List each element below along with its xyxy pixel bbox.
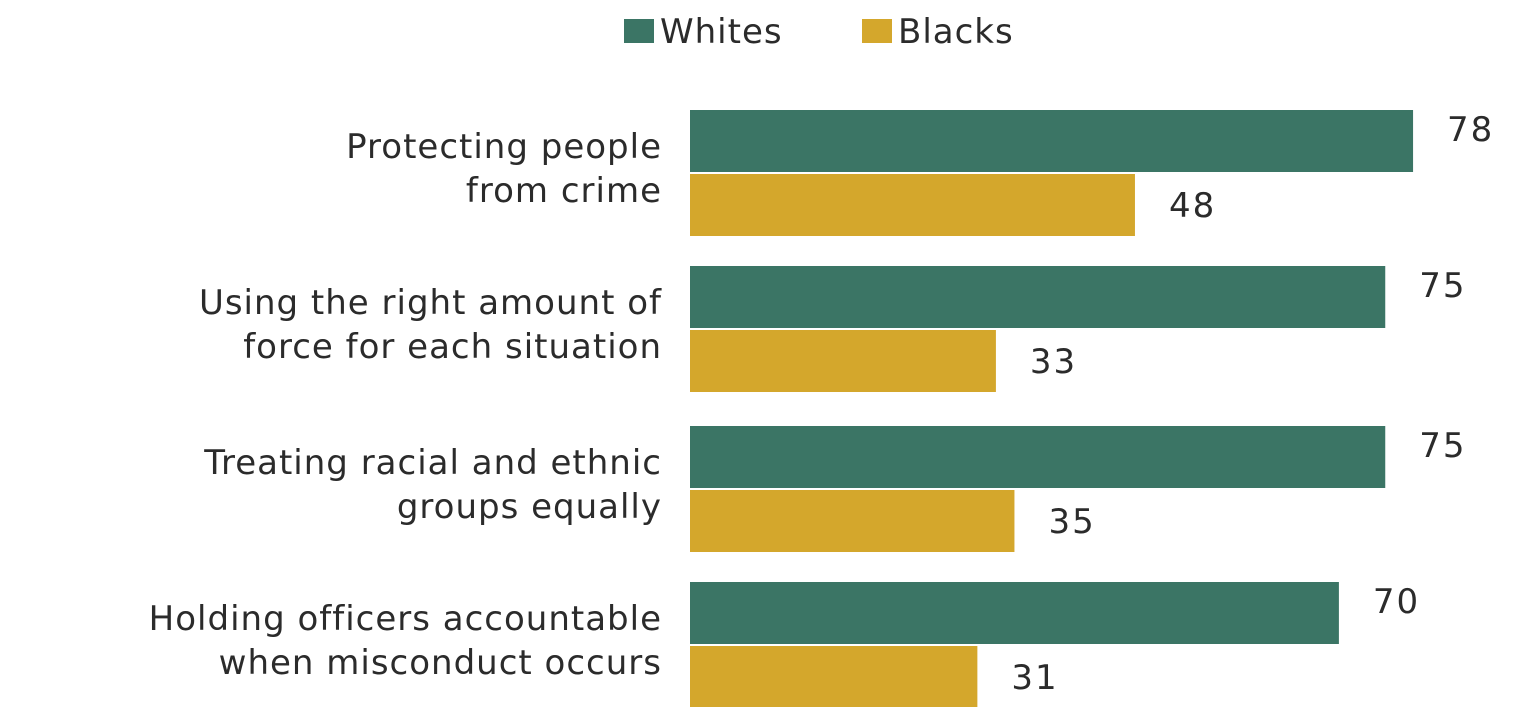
bar-blacks bbox=[690, 330, 996, 392]
plot-area: Protecting people from crime 78 48 Using the… bbox=[149, 110, 1494, 707]
category-label-line: when misconduct occurs bbox=[219, 643, 662, 683]
legend-label-whites: Whites bbox=[660, 12, 783, 52]
legend-swatch-blacks bbox=[862, 19, 892, 43]
category-label-line: force for each situation bbox=[243, 327, 662, 367]
legend: Whites Blacks bbox=[624, 12, 1014, 52]
value-label-blacks: 33 bbox=[1030, 342, 1077, 382]
category-label: Treating racial and ethnic groups equally bbox=[203, 443, 662, 527]
legend-swatch-whites bbox=[624, 19, 654, 43]
value-label-blacks: 48 bbox=[1169, 186, 1216, 226]
bar-whites bbox=[690, 266, 1386, 328]
bar-whites bbox=[690, 426, 1386, 488]
category-group: Holding officers accountable when miscond… bbox=[149, 582, 1420, 707]
bar-blacks bbox=[690, 174, 1135, 236]
category-label-line: Using the right amount of bbox=[199, 283, 662, 323]
legend-label-blacks: Blacks bbox=[898, 12, 1014, 52]
category-label: Holding officers accountable when miscond… bbox=[149, 599, 662, 683]
category-label-line: groups equally bbox=[397, 487, 662, 527]
bar-blacks bbox=[690, 646, 978, 707]
category-label-line: Holding officers accountable bbox=[149, 599, 662, 639]
category-label-line: from crime bbox=[466, 171, 662, 211]
category-group: Treating racial and ethnic groups equally… bbox=[203, 426, 1466, 552]
value-label-whites: 75 bbox=[1419, 266, 1466, 306]
value-label-blacks: 31 bbox=[1011, 658, 1058, 698]
category-label: Using the right amount of force for each … bbox=[199, 283, 662, 367]
value-label-blacks: 35 bbox=[1048, 502, 1095, 542]
category-group: Protecting people from crime 78 48 bbox=[346, 110, 1494, 236]
category-group: Using the right amount of force for each … bbox=[199, 266, 1466, 392]
bar-whites bbox=[690, 582, 1339, 644]
category-label-line: Treating racial and ethnic bbox=[203, 443, 662, 483]
value-label-whites: 78 bbox=[1447, 110, 1494, 150]
category-label-line: Protecting people bbox=[346, 127, 662, 167]
bar-blacks bbox=[690, 490, 1015, 552]
bar-whites bbox=[690, 110, 1414, 172]
value-label-whites: 70 bbox=[1373, 582, 1420, 622]
value-label-whites: 75 bbox=[1419, 426, 1466, 466]
category-label: Protecting people from crime bbox=[346, 127, 662, 211]
